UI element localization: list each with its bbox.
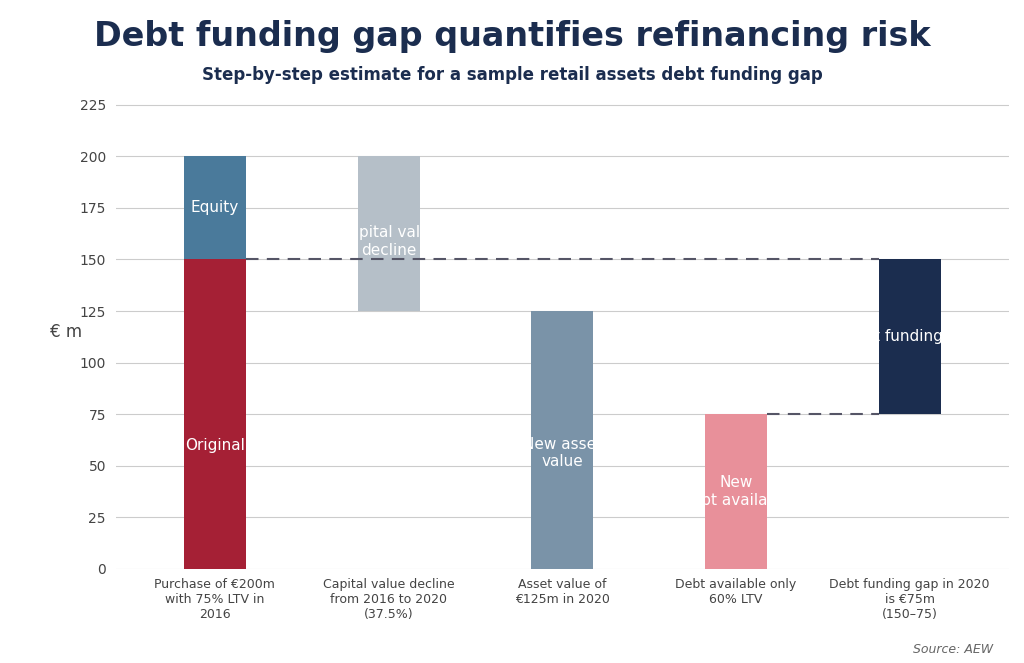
Text: Source: AEW: Source: AEW [913, 643, 993, 656]
Text: New asset
value: New asset value [523, 436, 602, 469]
Text: New
debt available: New debt available [682, 475, 791, 508]
Bar [705, 414, 767, 569]
Y-axis label: € m: € m [50, 323, 83, 341]
Text: Debt funding gap: Debt funding gap [843, 330, 977, 344]
Bar [184, 259, 246, 569]
Text: Debt funding gap quantifies refinancing risk: Debt funding gap quantifies refinancing … [94, 20, 930, 53]
Text: Equity: Equity [190, 200, 239, 215]
Bar [184, 156, 246, 259]
Bar [879, 259, 941, 414]
Text: Original: Original [185, 438, 245, 453]
Text: Capital value
decline: Capital value decline [339, 225, 438, 258]
Text: Step-by-step estimate for a sample retail assets debt funding gap: Step-by-step estimate for a sample retai… [202, 66, 822, 84]
Bar [531, 311, 593, 569]
Bar [357, 156, 420, 311]
